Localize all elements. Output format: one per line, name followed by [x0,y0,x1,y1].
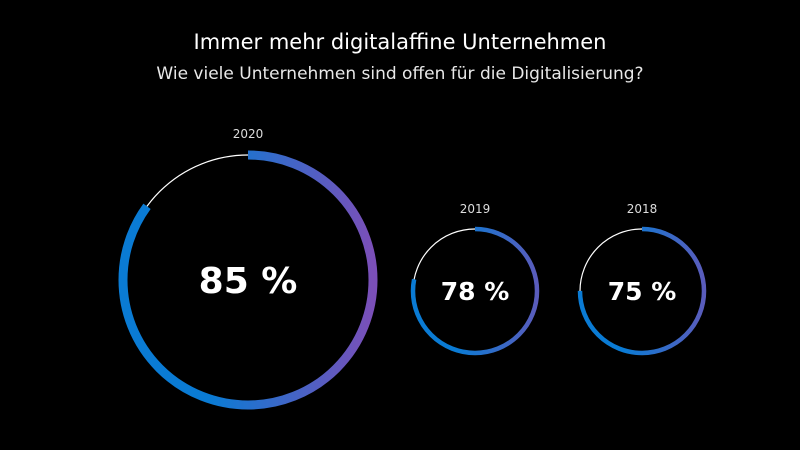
ring-value-arc [577,226,707,356]
ring-value-arc [410,226,540,356]
chart-title: Immer mehr digitalaffine Unternehmen [193,30,607,54]
chart-subtitle: Wie viele Unternehmen sind offen für die… [156,64,644,84]
year-label: 2019 [460,202,491,216]
value-label: 75 % [608,277,677,306]
value-label: 85 % [199,261,298,302]
year-label: 2020 [233,127,264,141]
value-label: 78 % [441,277,510,306]
year-label: 2018 [627,202,658,216]
ring-value-arc [118,150,378,410]
